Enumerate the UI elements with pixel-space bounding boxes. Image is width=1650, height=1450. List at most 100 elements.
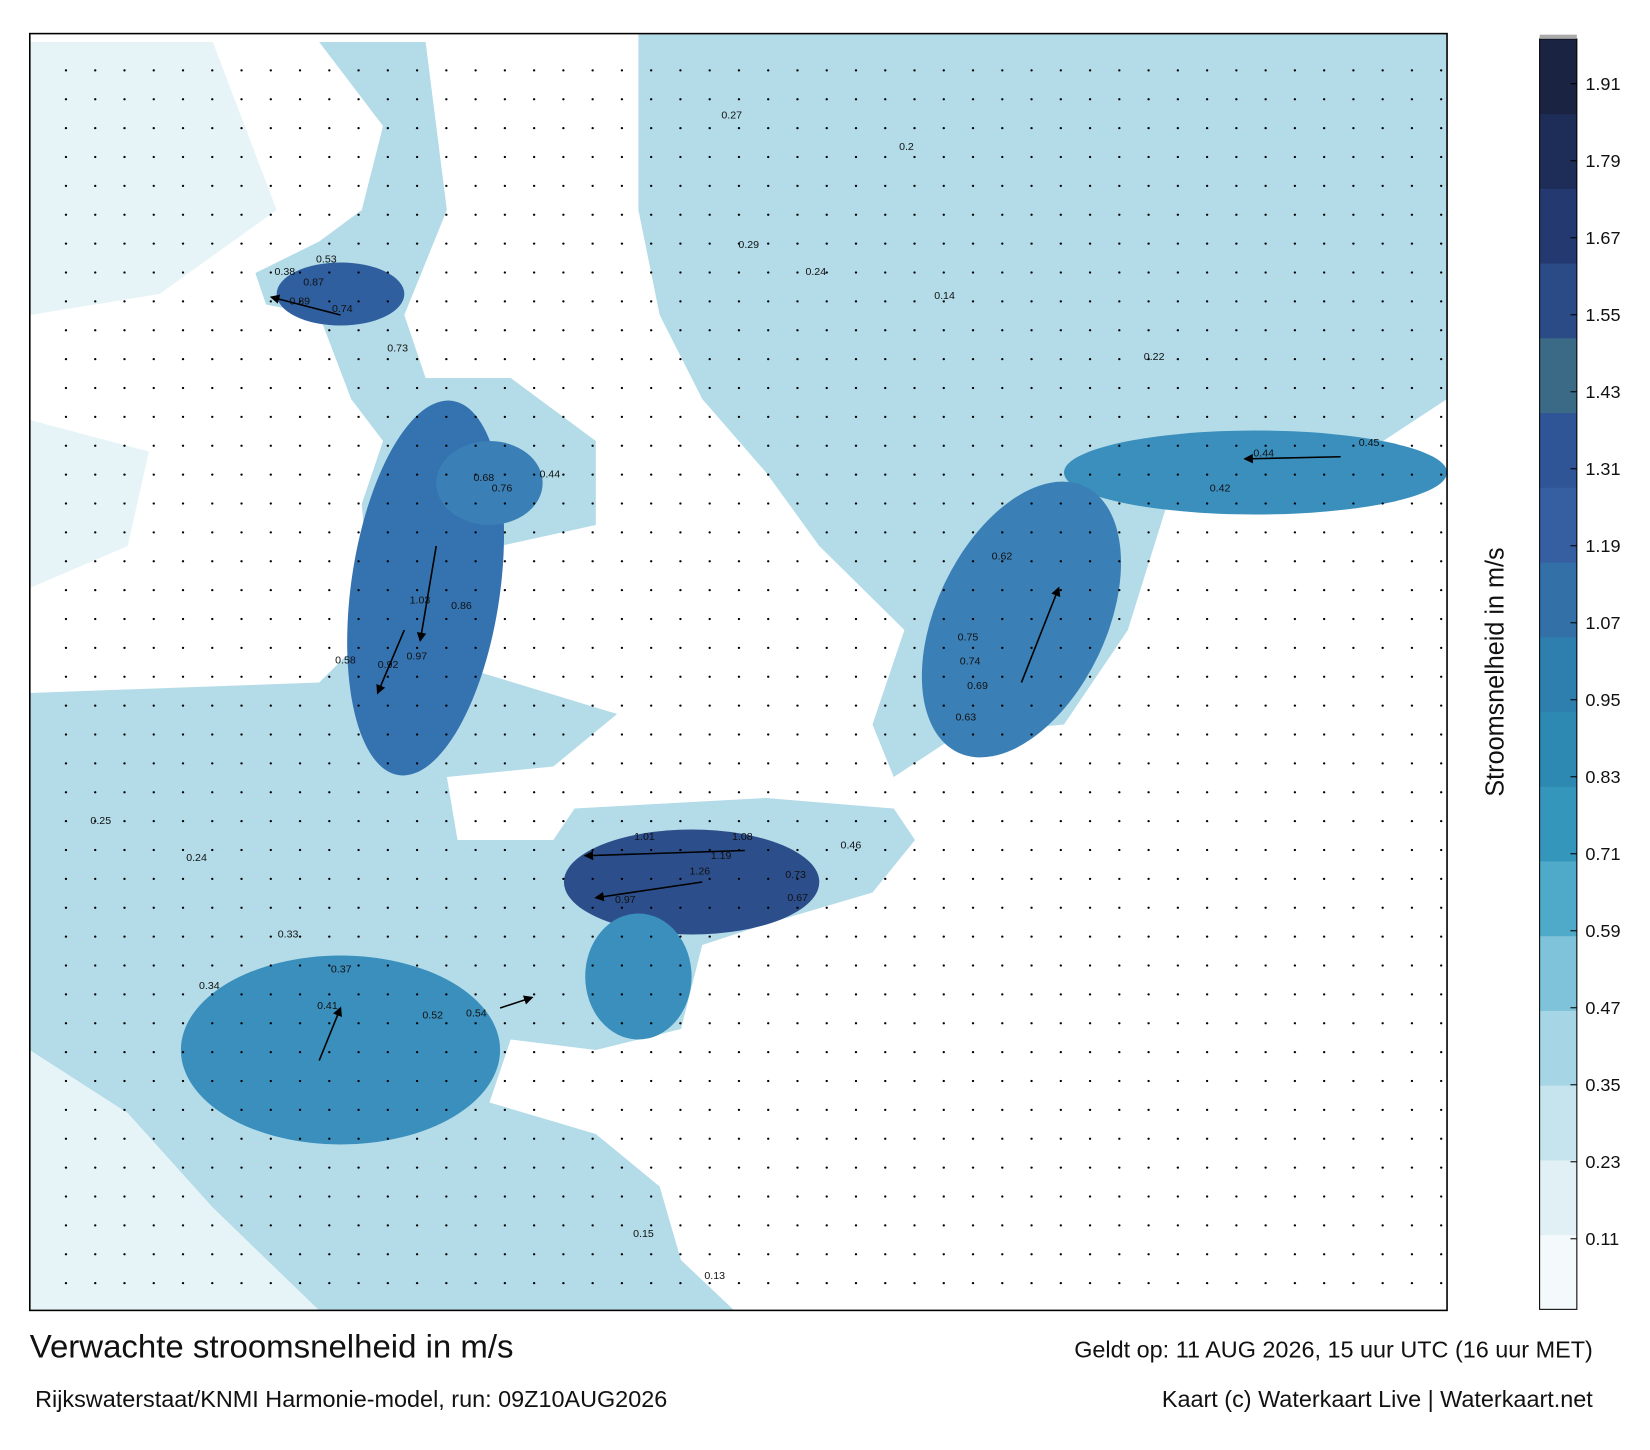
grid-dot: [1410, 906, 1414, 909]
grid-dot: [825, 473, 828, 476]
grid-dot: [1264, 1281, 1267, 1285]
grid-dot: [825, 819, 828, 823]
grid-dot: [591, 617, 594, 621]
grid-dot: [474, 819, 477, 823]
grid-dot: [942, 877, 945, 881]
grid-dots: [64, 69, 1443, 1285]
grid-dot: [1118, 819, 1121, 823]
grid-dot: [825, 155, 828, 159]
grid-dot: [1118, 300, 1121, 303]
grid-dot: [708, 1281, 711, 1285]
grid-dot: [328, 1224, 331, 1227]
grid-dot: [1176, 848, 1180, 852]
grid-dot: [357, 357, 360, 361]
grid-dot: [562, 791, 565, 794]
grid-dot: [737, 271, 741, 274]
grid-dot: [181, 242, 185, 245]
grid-dot: [825, 1022, 828, 1025]
grid-dot: [1352, 1166, 1355, 1169]
grid-dot: [913, 213, 916, 216]
grid-dot: [971, 126, 975, 130]
grid-dot: [708, 98, 711, 101]
grid-dot: [767, 1050, 770, 1054]
grid-dot: [181, 329, 185, 332]
grid-dot: [854, 444, 858, 447]
grid-dot: [620, 1022, 624, 1025]
grid-dot: [825, 848, 828, 852]
grid-dot: [679, 1253, 682, 1256]
grid-dot: [123, 704, 126, 707]
grid-dot: [445, 1281, 448, 1285]
grid-dot: [884, 560, 887, 563]
grid-dot: [211, 444, 214, 447]
grid-dot: [94, 242, 97, 245]
grid-dot: [620, 1108, 624, 1112]
grid-dot: [1088, 473, 1092, 476]
colorbar-band: [1539, 561, 1577, 638]
grid-dot: [942, 964, 945, 967]
grid-dot: [415, 704, 419, 707]
grid-dot: [94, 531, 97, 534]
grid-dot: [913, 329, 916, 332]
grid-dot: [1293, 1166, 1297, 1169]
grid-dot: [1059, 1166, 1062, 1169]
grid-dot: [503, 271, 507, 274]
grid-dot: [1293, 733, 1297, 736]
grid-dot: [796, 357, 799, 361]
grid-dot: [1264, 819, 1267, 823]
grid-dot: [884, 155, 887, 159]
grid-dot: [1235, 502, 1238, 505]
grid-dot: [767, 819, 770, 823]
grid-dot: [211, 531, 214, 534]
grid-dot: [357, 473, 360, 476]
grid-dot: [737, 1195, 741, 1198]
grid-dot: [971, 906, 975, 909]
grid-dot: [1205, 1224, 1209, 1227]
grid-dot: [1235, 1022, 1238, 1025]
grid-dot: [649, 646, 653, 650]
grid-dot: [474, 617, 477, 621]
colorbar-band: [1539, 1085, 1577, 1161]
grid-dot: [854, 1108, 858, 1112]
grid-dot: [767, 242, 770, 245]
grid-dot: [152, 1166, 155, 1169]
grid-dot: [737, 1253, 741, 1256]
grid-dot: [1001, 733, 1004, 736]
grid-dot: [123, 473, 126, 476]
grid-dot: [1118, 386, 1121, 390]
grid-dot: [269, 675, 272, 678]
grid-dot: [1147, 646, 1150, 650]
grid-dot: [1235, 646, 1238, 650]
grid-dot: [1088, 733, 1092, 736]
grid-dot: [1147, 819, 1150, 823]
grid-dot: [562, 1137, 565, 1140]
grid-dot: [445, 502, 448, 505]
grid-dot: [445, 877, 448, 881]
grid-dot: [298, 1253, 302, 1256]
grid-dot: [211, 386, 214, 390]
grid-dot: [1264, 646, 1267, 650]
grid-dot: [942, 155, 945, 159]
grid-dot: [240, 473, 243, 476]
grid-dot: [1001, 415, 1004, 419]
grid-dot: [1264, 935, 1267, 938]
grid-dot: [1293, 184, 1297, 188]
grid-dot: [1030, 271, 1033, 274]
grid-dot: [357, 1195, 360, 1198]
grid-dot: [1205, 213, 1209, 216]
grid-dot: [591, 877, 594, 881]
grid-dot: [1176, 502, 1180, 505]
grid-dot: [562, 473, 565, 476]
grid-dot: [503, 560, 507, 563]
grid-dot: [415, 502, 419, 505]
grid-dot: [269, 588, 272, 592]
grid-dot: [1264, 126, 1267, 130]
grid-dot: [532, 1195, 536, 1198]
grid-dot: [1410, 531, 1414, 534]
grid-dot: [211, 1137, 214, 1140]
grid-dot: [415, 1137, 419, 1140]
grid-dot: [591, 762, 594, 765]
grid-dot: [1322, 69, 1326, 72]
grid-dot: [474, 126, 477, 130]
grid-dot: [532, 98, 536, 101]
